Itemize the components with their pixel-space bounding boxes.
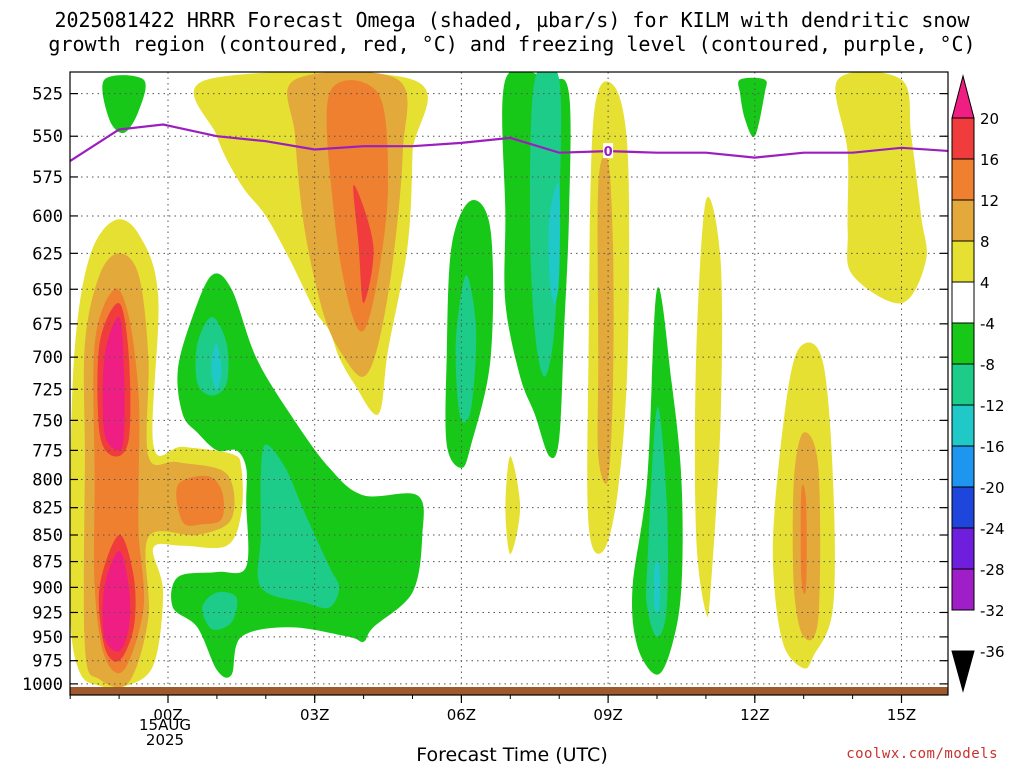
x-tick-label-09Z: 09Z (593, 706, 622, 724)
y-tick-label-650: 650 (32, 280, 63, 300)
omega-region-upward-core-a-20b (102, 551, 131, 652)
y-tick-label-750: 750 (32, 411, 63, 431)
colorbar-label-20: 20 (980, 110, 999, 128)
omega-region-upward-thin-d-8 (597, 155, 614, 484)
colorbar-band--16 (951, 404, 975, 447)
y-tick-label-575: 575 (32, 168, 63, 188)
colorbar-label--28: -28 (980, 561, 1005, 579)
freezing-level-line (70, 123, 948, 162)
y-tick-label-850: 850 (32, 526, 63, 546)
colorbar-top-arrow (951, 74, 975, 119)
y-tick-label-725: 725 (32, 380, 63, 400)
colorbar-band-4 (951, 199, 975, 242)
y-tick-label-775: 775 (32, 441, 63, 461)
x-tick-label-00Z: 00Z (153, 706, 182, 724)
colorbar-band--12 (951, 363, 975, 406)
colorbar-label--16: -16 (980, 438, 1005, 456)
colorbar-band--4 (951, 281, 975, 324)
omega-region-sinking-mid-i-8b (257, 444, 340, 609)
y-tick-label-900: 900 (32, 578, 63, 598)
colorbar-label--8: -8 (980, 356, 995, 374)
omega-region-upward-core-a-12b (176, 475, 224, 526)
colorbar-label-4: 4 (980, 274, 990, 292)
omega-region-sinking-mid-l-8 (646, 407, 668, 637)
freezing-label-bg (603, 143, 614, 159)
x-tick-label-06Z: 06Z (447, 706, 476, 724)
y-tick-label-525: 525 (32, 85, 63, 105)
colorbar-band--24 (951, 486, 975, 529)
omega-region-sinking-mid-i-4 (171, 273, 424, 678)
omega-region-upward-upper-g (835, 72, 927, 304)
omega-region-sinking-mid-i-8c (202, 591, 238, 630)
plot-frame (69, 71, 949, 696)
colorbar-label--36: -36 (980, 643, 1005, 661)
colorbar-label--4: -4 (980, 315, 995, 333)
y-tick-label-925: 925 (32, 603, 63, 623)
y-tick-label-950: 950 (32, 628, 63, 648)
colorbar-band--8 (951, 322, 975, 365)
omega-region-sinking-mid-l-12 (653, 561, 661, 613)
omega-region-sinking-left-h-4 (102, 75, 146, 134)
date-label: 15AUG 2025 (130, 718, 200, 748)
colorbar-bottom-arrow (951, 650, 975, 693)
ground-bar (70, 687, 948, 695)
y-tick-label-875: 875 (32, 553, 63, 573)
y-tick-label-550: 550 (32, 127, 63, 147)
omega-region-sinking-right-m-4 (738, 77, 767, 138)
omega-region-upward-upper-b-16 (353, 184, 374, 304)
freezing-level-label: 0 (604, 145, 613, 160)
colorbar-label-8: 8 (980, 233, 990, 251)
colorbar-label--32: -32 (980, 602, 1005, 620)
colorbar-label-16: 16 (980, 151, 999, 169)
omega-region-upward-right-f-12 (800, 484, 807, 594)
y-tick-label-600: 600 (32, 207, 63, 227)
y-tick-label-1000: 1000 (22, 675, 63, 695)
omega-region-sinking-mid-j-8 (455, 275, 477, 423)
x-tick-label-15Z: 15Z (887, 706, 916, 724)
colorbar-band--28 (951, 527, 975, 570)
y-tick-label-800: 800 (32, 470, 63, 490)
omega-region-sinking-mid-k-12 (548, 182, 561, 304)
date-label-line-2: 2025 (145, 731, 185, 749)
colorbar-band-8 (951, 158, 975, 201)
credit-link[interactable]: coolwx.com/models (846, 746, 998, 762)
chart-title-line-1: 2025081422 HRRR Forecast Omega (shaded, … (54, 8, 970, 32)
colorbar-label--12: -12 (980, 397, 1005, 415)
x-axis-title: Forecast Time (UTC) (416, 744, 608, 766)
omega-region-upward-core-a-20 (102, 316, 125, 451)
date-label-line-1: 15AUG (139, 716, 191, 734)
colorbar-label--20: -20 (980, 479, 1005, 497)
omega-region-sinking-mid-i-12 (211, 343, 222, 390)
chart-title-line-2: growth region (contoured, red, °C) and f… (48, 32, 976, 56)
colorbar-band--32 (951, 568, 975, 611)
x-tick-label-03Z: 03Z (300, 706, 329, 724)
colorbar-label-12: 12 (980, 192, 999, 210)
x-tick-label-12Z: 12Z (740, 706, 769, 724)
omega-region-upward-thin-c (505, 456, 521, 555)
y-tick-label-700: 700 (32, 348, 63, 368)
colorbar-label--24: -24 (980, 520, 1005, 538)
omega-region-upward-thin-e (694, 196, 723, 617)
y-tick-label-975: 975 (32, 652, 63, 672)
y-tick-label-675: 675 (32, 315, 63, 335)
y-tick-label-825: 825 (32, 499, 63, 519)
colorbar-band-0 (951, 240, 975, 283)
colorbar-band--20 (951, 445, 975, 488)
y-tick-label-625: 625 (32, 244, 63, 264)
colorbar-band-12 (951, 117, 975, 160)
